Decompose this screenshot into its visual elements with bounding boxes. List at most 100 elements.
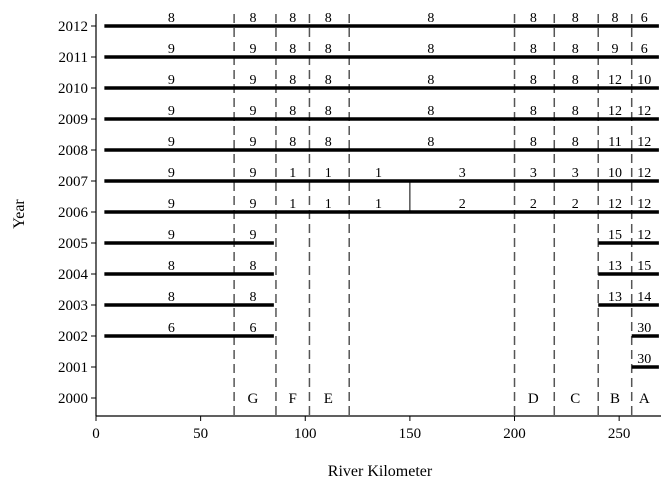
value-label: 8 — [249, 259, 256, 274]
value-label: 12 — [637, 228, 651, 243]
y-tick-label: 2004 — [58, 267, 89, 283]
reach-label: B — [610, 391, 620, 407]
value-label: 8 — [249, 11, 256, 26]
value-label: 9 — [249, 228, 256, 243]
value-label: 8 — [289, 104, 296, 119]
value-label: 1 — [375, 166, 382, 181]
value-label: 8 — [289, 73, 296, 88]
x-tick-label: 100 — [294, 426, 317, 442]
reach-boundaries — [233, 14, 633, 416]
value-label: 13 — [608, 290, 622, 305]
y-tick-label: 2009 — [58, 112, 88, 128]
value-label: 8 — [168, 259, 175, 274]
reach-label: D — [528, 391, 539, 407]
value-label: 12 — [637, 104, 651, 119]
y-tick-label: 2005 — [58, 236, 88, 252]
value-label: 9 — [249, 197, 256, 212]
value-label: 14 — [637, 290, 651, 305]
value-label: 12 — [608, 104, 622, 119]
y-tick-label: 2000 — [58, 391, 88, 407]
value-label: 9 — [168, 73, 175, 88]
value-label: 3 — [530, 166, 537, 181]
value-label: 9 — [249, 135, 256, 150]
value-label: 6 — [641, 11, 648, 26]
value-label: 9 — [168, 166, 175, 181]
value-label: 8 — [289, 11, 296, 26]
reach-label: E — [324, 391, 333, 407]
y-tick-label: 2008 — [58, 143, 88, 159]
value-label: 13 — [608, 259, 622, 274]
x-tick-label: 0 — [92, 426, 100, 442]
value-label: 8 — [325, 104, 332, 119]
value-label: 2 — [572, 197, 579, 212]
x-tick-label: 50 — [193, 426, 208, 442]
y-tick-label: 2010 — [58, 81, 88, 97]
y-axis-label: Year — [11, 199, 28, 229]
value-label: 8 — [611, 11, 618, 26]
value-label: 2 — [530, 197, 537, 212]
reach-label: A — [639, 391, 650, 407]
value-label: 6 — [168, 321, 175, 336]
value-label: 1 — [289, 166, 296, 181]
y-tick-label: 2012 — [58, 19, 88, 35]
y-tick-label: 2006 — [58, 205, 89, 221]
value-label: 9 — [611, 42, 618, 57]
value-label: 8 — [325, 135, 332, 150]
value-label: 8 — [530, 135, 537, 150]
value-label: 8 — [249, 290, 256, 305]
x-axis-label: River Kilometer — [328, 463, 433, 480]
value-label: 30 — [637, 352, 651, 367]
value-label: 9 — [168, 42, 175, 57]
value-label: 8 — [289, 135, 296, 150]
value-label: 1 — [289, 197, 296, 212]
y-tick-label: 2011 — [59, 50, 88, 66]
value-label: 8 — [572, 135, 579, 150]
value-label: 1 — [325, 166, 332, 181]
value-label: 8 — [168, 290, 175, 305]
reach-label: F — [289, 391, 297, 407]
value-label: 9 — [168, 104, 175, 119]
value-labels: 8 8 8 8 8 8 8 8 69 9 8 8 8 8 8 9 69 9 8 8 8 8 8 12 109 9 8 8 8 8 8 12 12… — [168, 11, 651, 367]
y-tick-label: 2002 — [58, 329, 88, 345]
value-label: 8 — [427, 73, 434, 88]
value-label: 11 — [608, 135, 621, 150]
value-label: 9 — [168, 135, 175, 150]
value-label: 6 — [641, 42, 648, 57]
value-label: 3 — [459, 166, 466, 181]
value-label: 8 — [572, 104, 579, 119]
value-label: 10 — [608, 166, 622, 181]
value-label: 6 — [249, 321, 256, 336]
value-label: 12 — [637, 197, 651, 212]
value-label: 9 — [168, 228, 175, 243]
value-label: 30 — [637, 321, 651, 336]
value-label: 12 — [608, 197, 622, 212]
value-label: 8 — [572, 42, 579, 57]
value-label: 8 — [572, 73, 579, 88]
value-label: 8 — [325, 11, 332, 26]
value-label: 8 — [427, 104, 434, 119]
value-label: 8 — [325, 73, 332, 88]
value-label: 9 — [249, 73, 256, 88]
value-label: 8 — [530, 104, 537, 119]
reach-label: C — [570, 391, 580, 407]
value-label: 8 — [289, 42, 296, 57]
reach-label: G — [248, 391, 259, 407]
y-tick-label: 2007 — [58, 174, 89, 190]
value-label: 9 — [249, 166, 256, 181]
x-tick-label: 200 — [503, 426, 526, 442]
value-label: 9 — [249, 104, 256, 119]
value-label: 8 — [325, 42, 332, 57]
value-label: 15 — [608, 228, 622, 243]
value-label: 8 — [572, 11, 579, 26]
x-tick-label: 150 — [399, 426, 422, 442]
value-label: 9 — [168, 197, 175, 212]
value-label: 9 — [249, 42, 256, 57]
value-label: 8 — [427, 42, 434, 57]
value-label: 12 — [637, 166, 651, 181]
y-tick-label: 2003 — [58, 298, 88, 314]
value-label: 15 — [637, 259, 651, 274]
sampling-bars — [104, 24, 659, 369]
value-label: 10 — [637, 73, 651, 88]
value-label: 12 — [608, 73, 622, 88]
